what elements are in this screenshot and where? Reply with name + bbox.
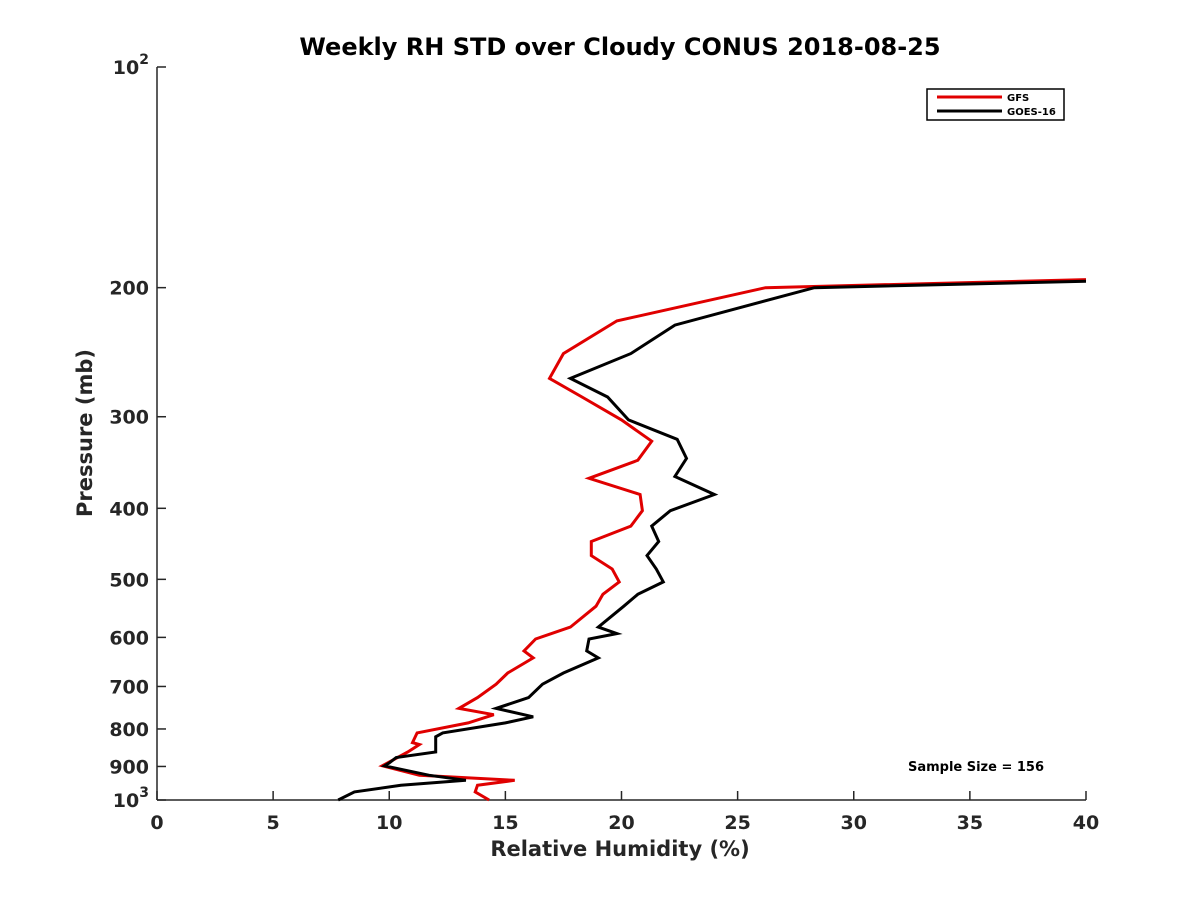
x-axis-label: Relative Humidity (%) xyxy=(490,837,749,861)
x-tick-label: 40 xyxy=(1073,812,1099,834)
chart-title: Weekly RH STD over Cloudy CONUS 2018-08-… xyxy=(299,33,940,61)
x-tick-label: 10 xyxy=(376,812,402,834)
x-tick-label: 20 xyxy=(608,812,634,834)
y-axis-label: Pressure (mb) xyxy=(73,349,97,517)
y-tick-label-exponent: 2 xyxy=(139,52,149,68)
x-tick-label: 0 xyxy=(150,812,163,834)
legend-label: GOES-16 xyxy=(1007,107,1056,118)
series-lines xyxy=(337,278,1087,802)
y-tick-label: 700 xyxy=(109,676,149,698)
y-tick-label: 600 xyxy=(109,627,149,649)
y-tick-label-base: 800 xyxy=(109,719,149,741)
x-tick-label: 25 xyxy=(724,812,750,834)
y-tick-label-base: 10 xyxy=(113,57,139,79)
y-tick-label: 102 xyxy=(113,52,149,79)
series-line-goes-16 xyxy=(337,279,1087,802)
y-tick-label: 400 xyxy=(109,498,149,520)
series-line-gfs xyxy=(378,278,1087,802)
y-tick-label-base: 500 xyxy=(109,569,149,591)
y-tick-label-base: 700 xyxy=(109,676,149,698)
y-tick-label: 900 xyxy=(109,756,149,778)
x-tick-label: 30 xyxy=(841,812,867,834)
y-tick-label-base: 600 xyxy=(109,627,149,649)
y-tick-label-exponent: 3 xyxy=(139,785,149,801)
y-tick-label: 103 xyxy=(113,785,149,812)
y-tick-label-base: 400 xyxy=(109,498,149,520)
x-tick-label: 5 xyxy=(267,812,280,834)
y-tick-label: 300 xyxy=(109,407,149,429)
y-tick-label-base: 300 xyxy=(109,407,149,429)
legend: GFS GOES-16 xyxy=(926,88,1065,121)
y-tick-label-base: 200 xyxy=(109,278,149,300)
legend-label: GFS xyxy=(1007,93,1029,104)
y-tick-label: 200 xyxy=(109,278,149,300)
y-tick-label: 800 xyxy=(109,719,149,741)
legend-box xyxy=(926,88,1065,121)
y-tick-label: 500 xyxy=(109,569,149,591)
y-tick-label-base: 900 xyxy=(109,756,149,778)
x-tick-label: 15 xyxy=(492,812,518,834)
x-tick-label: 35 xyxy=(957,812,983,834)
x-axis-ticks: 0 5 10 15 20 25 30 35 40 xyxy=(150,791,1099,834)
y-tick-label-base: 10 xyxy=(113,790,139,812)
sample-size-annotation: Sample Size = 156 xyxy=(908,760,1044,775)
